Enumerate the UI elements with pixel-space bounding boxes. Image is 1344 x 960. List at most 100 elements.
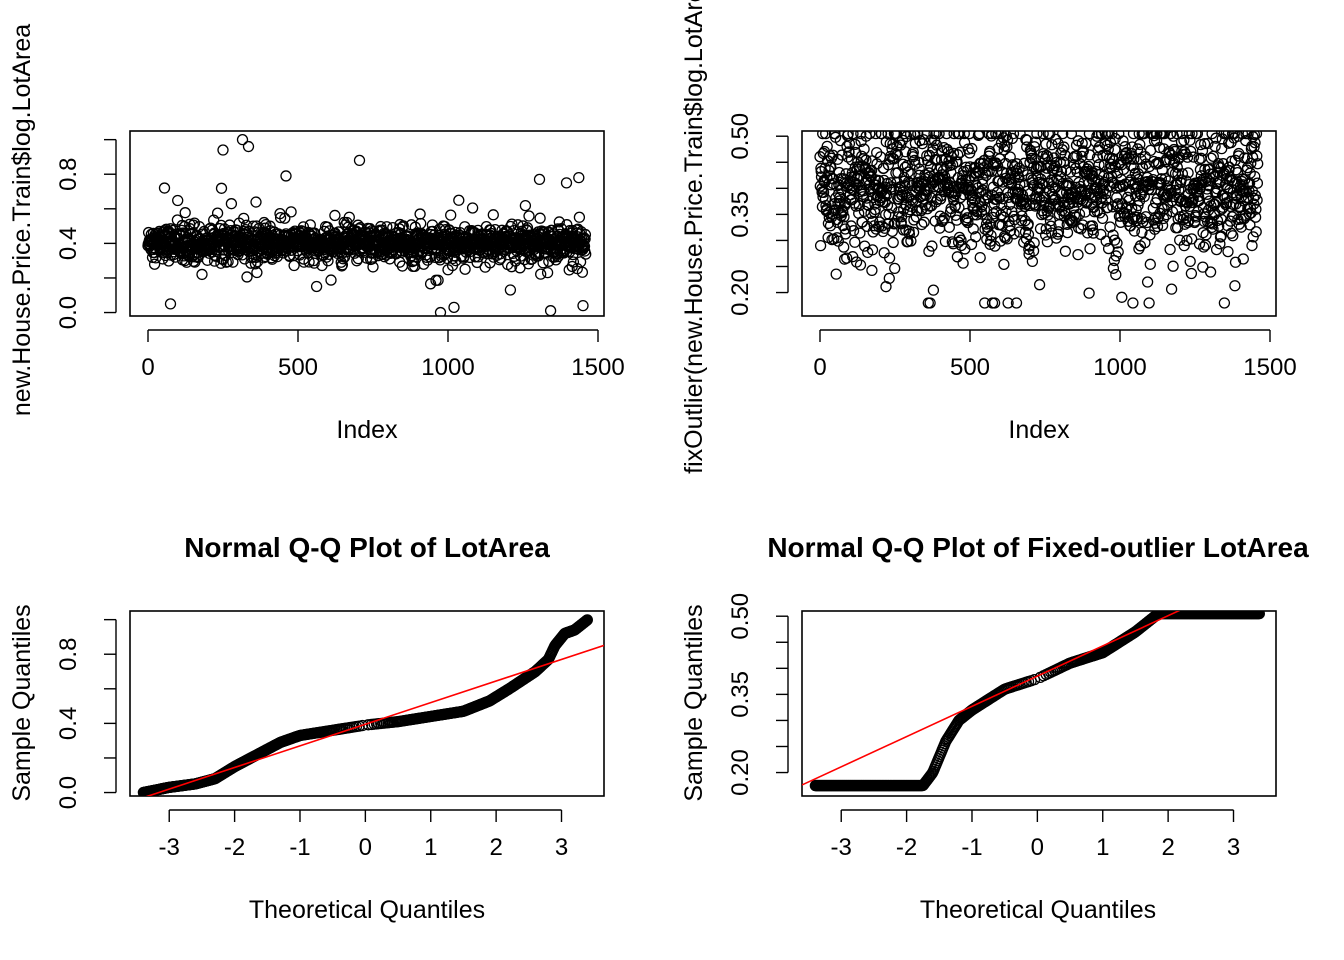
data-point	[866, 244, 879, 256]
data-point	[178, 220, 191, 233]
data-point	[1229, 280, 1241, 292]
data-point	[356, 719, 369, 732]
data-point	[926, 240, 938, 252]
data-point	[829, 131, 841, 140]
data-point	[1164, 243, 1176, 256]
data-point	[1192, 190, 1205, 203]
data-point	[1141, 276, 1154, 288]
data-point	[861, 192, 873, 204]
data-point	[937, 214, 949, 226]
data-point	[227, 256, 239, 268]
data-point	[1086, 220, 1099, 232]
data-point	[1228, 209, 1240, 222]
data-point	[453, 194, 465, 206]
data-point	[1207, 150, 1219, 163]
data-point	[1186, 233, 1198, 245]
data-point	[836, 149, 848, 161]
data-point	[279, 212, 291, 224]
x-axis: -3 -2 -1 0 1 2 3	[831, 809, 1240, 861]
data-point	[1181, 197, 1193, 209]
y-tick-label: 0.8	[55, 158, 82, 191]
data-point	[1057, 156, 1070, 168]
data-point	[1192, 206, 1204, 218]
data-point	[1249, 170, 1261, 183]
data-point	[875, 131, 888, 140]
data-point	[1187, 193, 1199, 205]
y-tick-label: 0.4	[55, 707, 82, 740]
data-point	[883, 272, 895, 285]
data-point	[1076, 150, 1088, 163]
data-point	[1104, 221, 1116, 233]
data-point	[241, 271, 253, 283]
data-point	[892, 211, 904, 223]
data-point	[576, 266, 589, 278]
data-point	[1132, 199, 1144, 212]
data-point	[1253, 611, 1265, 620]
data-point	[1004, 151, 1016, 163]
data-point	[847, 131, 859, 140]
data-point	[1014, 178, 1026, 190]
data-point	[1083, 131, 1096, 140]
data-point	[1001, 141, 1013, 153]
data-point	[1033, 279, 1046, 291]
data-point	[1018, 179, 1031, 192]
data-point	[841, 252, 853, 264]
data-point	[832, 153, 844, 165]
data-point	[1203, 180, 1215, 192]
data-point	[573, 171, 585, 184]
data-point	[1001, 134, 1014, 146]
data-point	[302, 226, 314, 239]
points	[142, 133, 592, 316]
data-point	[505, 261, 518, 273]
data-point	[1040, 138, 1052, 150]
data-point	[1191, 131, 1204, 140]
data-point	[998, 144, 1010, 156]
points	[137, 614, 604, 796]
y-tick-label: 0.0	[55, 776, 82, 809]
data-point	[208, 255, 221, 267]
data-point	[1215, 230, 1227, 242]
data-point	[459, 263, 471, 275]
data-point	[938, 212, 950, 224]
data-point	[907, 226, 920, 239]
data-point	[973, 131, 986, 140]
data-point	[310, 280, 323, 293]
data-point	[1065, 131, 1078, 140]
data-point	[553, 216, 565, 228]
data-point	[820, 199, 832, 212]
y-axis: 0.0 0.4 0.8	[55, 618, 117, 809]
x-tick-label: 0	[141, 354, 154, 381]
data-point	[958, 136, 971, 149]
panel-qq-fixed-lotarea: Normal Q-Q Plot of Fixed-outlier LotArea…	[680, 532, 1309, 924]
data-point	[855, 131, 867, 140]
data-point	[878, 174, 890, 187]
data-point	[886, 225, 898, 238]
data-point	[1181, 234, 1193, 247]
data-point	[873, 175, 885, 187]
data-point	[421, 254, 434, 266]
data-point	[1127, 297, 1139, 309]
data-point	[1243, 178, 1255, 190]
data-point	[1233, 147, 1245, 160]
data-point	[1244, 219, 1256, 231]
data-point	[508, 224, 520, 237]
x-tick-label: 3	[555, 834, 568, 861]
data-point	[519, 199, 532, 212]
data-point	[1250, 203, 1262, 215]
data-point	[977, 173, 989, 185]
data-point	[1251, 177, 1264, 189]
data-point	[1061, 226, 1074, 239]
data-point	[1021, 141, 1033, 153]
data-point	[1017, 165, 1029, 177]
data-point	[918, 216, 930, 228]
data-point	[1133, 131, 1145, 140]
data-point	[1251, 194, 1263, 206]
data-point	[1000, 205, 1012, 217]
data-point	[1136, 226, 1148, 239]
data-point	[905, 168, 917, 180]
data-point	[1008, 228, 1020, 240]
x-tick-label: 1500	[1243, 354, 1296, 381]
data-point	[1077, 145, 1090, 157]
data-point	[958, 131, 970, 140]
data-point	[1022, 228, 1035, 241]
